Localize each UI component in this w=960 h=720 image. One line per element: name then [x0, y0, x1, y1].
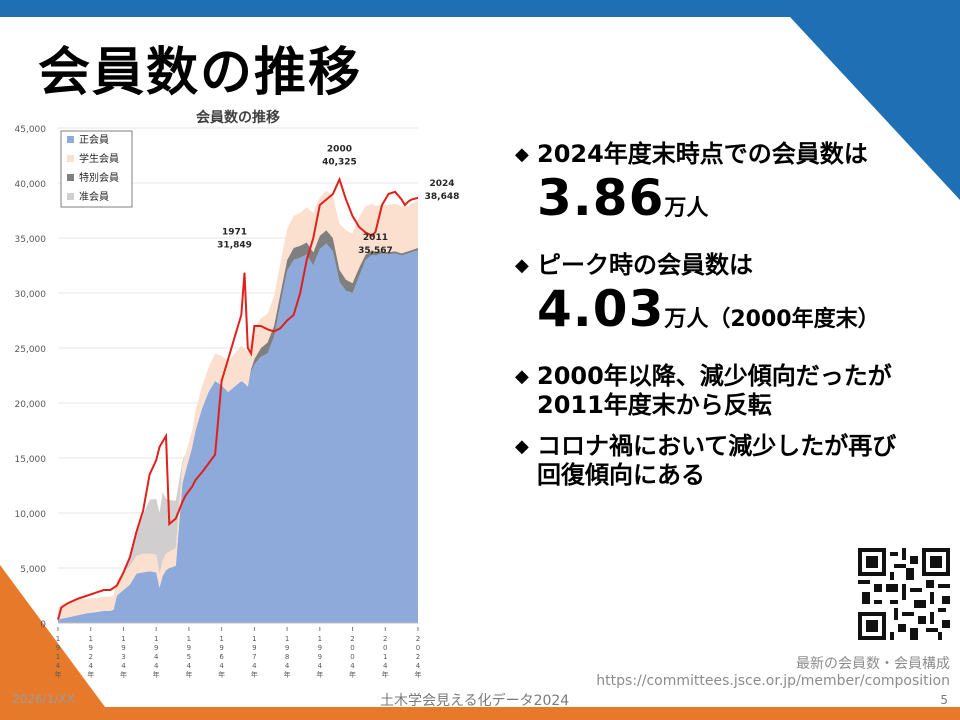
bullet-1: ◆ 2024年度末時点での会員数は — [515, 140, 955, 169]
y-tick-label: 10,000 — [15, 510, 47, 520]
slide-title: 会員数の推移 — [38, 43, 363, 103]
member-chart: 会員数の推移 0 5,000 10,000 15,000 20,000 25,000 30,… — [15, 109, 460, 679]
legend-label: 正会員 — [79, 133, 109, 146]
reference-url[interactable]: https://committees.jsce.or.jp/member/com… — [596, 673, 950, 689]
page-number: 5 — [940, 693, 948, 707]
annotation-value: 31,849 — [217, 241, 252, 251]
chart-title: 会員数の推移 — [196, 109, 280, 126]
y-tick-label: 35,000 — [15, 235, 47, 245]
bullet-4: ◆ コロナ禍において減少したが再び 回復傾向にある — [515, 432, 955, 490]
legend-swatch — [67, 174, 74, 181]
y-tick-label: 45,000 — [15, 125, 47, 135]
peak-count-unit: 万人（2000年度末） — [664, 307, 880, 332]
legend-swatch — [67, 155, 74, 162]
qr-code-icon[interactable] — [858, 548, 950, 640]
area-series-学生会員 — [58, 190, 418, 620]
legend-label: 特別会員 — [79, 171, 119, 184]
annotation-year: 1971 — [222, 228, 247, 238]
annotation-year: 2000 — [327, 144, 352, 154]
y-tick-label: 30,000 — [15, 290, 47, 300]
bullet-4-line2: 回復傾向にある — [537, 461, 705, 489]
bullet-3: ◆ 2000年以降、減少傾向だったが 2011年度末から反転 — [515, 362, 955, 420]
annotation-value: 38,648 — [425, 192, 460, 202]
bullet-3-line2: 2011年度末から反転 — [537, 391, 772, 419]
legend-swatch — [67, 136, 74, 143]
bullet-4-line1: コロナ禍において減少したが再び — [537, 432, 897, 460]
area-series-准会員 — [58, 190, 418, 609]
total-members-line — [57, 176, 419, 620]
area-series-正会員 — [58, 243, 418, 623]
annotation-value: 35,567 — [358, 246, 393, 256]
bullet-2: ◆ ピーク時の会員数は — [515, 251, 955, 280]
bullet-2-figure: 4.03万人（2000年度末） — [537, 280, 955, 350]
annotation-value: 40,325 — [322, 157, 357, 167]
bullet-3-line1: 2000年以降、減少傾向だったが — [537, 362, 892, 390]
y-tick-label: 25,000 — [15, 345, 47, 355]
member-count-unit: 万人 — [664, 196, 709, 221]
footer-date: 2026/1/XX — [12, 692, 75, 706]
y-tick-label: 40,000 — [15, 180, 47, 190]
legend-swatch — [67, 193, 74, 200]
bullet-1-figure: 3.86万人 — [537, 169, 955, 239]
peak-count-value: 4.03 — [537, 280, 665, 338]
diamond-bullet-icon: ◆ — [515, 366, 529, 387]
reference-label: 最新の会員数・会員構成 — [796, 656, 950, 672]
diamond-bullet-icon: ◆ — [515, 144, 529, 165]
annotation-year: 2024 — [429, 179, 454, 189]
diamond-bullet-icon: ◆ — [515, 255, 529, 276]
y-tick-label: 0 — [40, 620, 46, 630]
y-tick-label: 20,000 — [15, 400, 47, 410]
footer-source: 土木学会見える化データ2024 — [380, 693, 570, 709]
member-count-value: 3.86 — [537, 169, 665, 227]
top-accent-bar — [0, 0, 960, 17]
bottom-accent-bar — [0, 707, 960, 720]
legend-label: 学生会員 — [79, 152, 119, 165]
y-tick-label: 15,000 — [15, 455, 47, 465]
y-tick-label: 5,000 — [20, 565, 46, 575]
annotation-year: 2011 — [363, 233, 388, 243]
bullet-1-text: 2024年度末時点での会員数は — [537, 140, 868, 168]
diamond-bullet-icon: ◆ — [515, 436, 529, 457]
bullet-2-text: ピーク時の会員数は — [537, 251, 753, 279]
legend-label: 准会員 — [79, 190, 109, 203]
bullet-panel: ◆ 2024年度末時点での会員数は 3.86万人 ◆ ピーク時の会員数は 4.0… — [515, 140, 955, 490]
